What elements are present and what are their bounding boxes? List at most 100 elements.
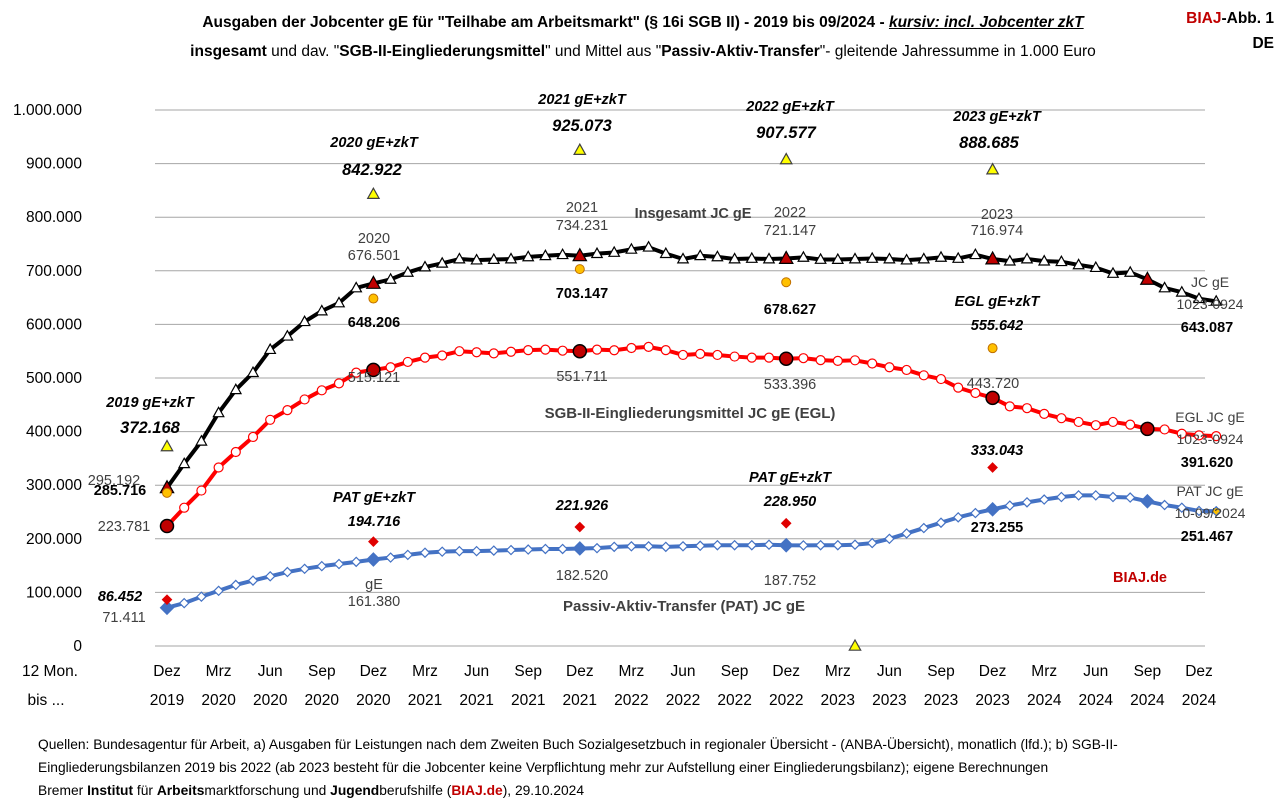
data-point	[848, 252, 862, 264]
data-point	[299, 563, 310, 575]
data-point	[762, 252, 776, 264]
data-point	[608, 541, 620, 553]
zkt-point	[162, 487, 172, 498]
data-point	[471, 347, 482, 358]
annotation-value: 551.711	[556, 369, 607, 385]
x-tick-label: Mrz	[1031, 663, 1057, 680]
data-point	[247, 431, 259, 443]
annotation-value: 273.255	[971, 520, 1023, 536]
zkt-value-label: 907.577	[756, 124, 816, 142]
data-point	[230, 579, 242, 591]
x-tick-label: Mrz	[825, 663, 851, 680]
data-point	[867, 358, 878, 369]
annotation-value: 71.411	[102, 610, 145, 626]
annotation-year: 2020	[358, 231, 390, 247]
data-point	[333, 378, 345, 389]
end-label: EGL JC gE	[1175, 409, 1245, 425]
y-tick-label: 200.000	[26, 531, 82, 548]
data-point	[1004, 500, 1016, 511]
x-tick-label: Sep	[721, 663, 749, 680]
annotation-year: 2022	[774, 205, 806, 221]
data-point	[366, 552, 381, 567]
data-point	[798, 353, 809, 364]
data-point	[178, 597, 190, 609]
data-point	[590, 246, 604, 259]
annotation-value: 161.380	[348, 594, 400, 610]
data-point	[540, 344, 551, 355]
data-point	[712, 349, 723, 361]
data-point	[849, 355, 861, 366]
data-point	[1209, 294, 1223, 306]
data-point	[195, 434, 208, 446]
data-point	[159, 518, 175, 534]
data-point	[659, 246, 673, 259]
line-chart: 0 100.000 200.000 300.000 400.000 500.000 600.…	[13, 92, 1246, 709]
zkt-value-label: 888.685	[959, 134, 1019, 152]
data-point	[247, 575, 259, 586]
subtitle-part: Passiv-Aktiv-Transfer	[661, 43, 820, 60]
data-point	[832, 355, 843, 366]
x-tick-label: Mrz	[618, 663, 644, 680]
source-line: Eingliederungsbilanzen 2019 bis 2022 (ab…	[38, 760, 1049, 775]
data-point	[1192, 291, 1206, 304]
x-tick-label: 2020	[305, 692, 340, 709]
x-axis-title: 12 Mon.	[22, 663, 78, 680]
x-tick-label: Dez	[360, 663, 388, 680]
data-point	[487, 252, 501, 264]
data-point	[265, 414, 276, 425]
x-tick-label: Mrz	[206, 663, 232, 680]
data-point	[1003, 254, 1017, 266]
data-point	[263, 342, 277, 355]
data-point	[607, 245, 621, 257]
data-point	[557, 543, 568, 555]
data-point	[984, 250, 1001, 265]
x-tick-label: Sep	[514, 663, 542, 680]
data-point	[1090, 420, 1101, 431]
x-tick-label: 2022	[769, 692, 803, 709]
data-point	[832, 539, 844, 551]
x-tick-label: 2024	[1182, 692, 1217, 709]
data-point	[643, 341, 654, 353]
data-point	[985, 390, 1000, 406]
data-point	[212, 406, 225, 418]
y-tick-label: 1.000.000	[13, 102, 82, 119]
data-point	[177, 457, 191, 469]
data-point	[1193, 505, 1205, 517]
x-axis-title: bis ...	[27, 692, 64, 709]
title-italic-note: kursiv: incl. Jobcenter zkT	[888, 14, 1084, 31]
data-point	[488, 348, 499, 359]
x-tick-label: 2019	[150, 692, 184, 709]
data-point	[557, 345, 568, 356]
source-notes: Quellen: Bundesagentur für Arbeit, a) Au…	[38, 733, 1268, 802]
data-point	[365, 275, 382, 289]
zkt-value-label: 703.147	[556, 286, 608, 302]
chart-title: Ausgaben der Jobcenter gE für "Teilhabe …	[0, 14, 1286, 32]
zkt-point	[161, 594, 173, 606]
data-point	[660, 345, 671, 356]
data-point	[746, 539, 758, 551]
annotation-value: 734.231	[556, 218, 608, 234]
zkt-value-label: 228.950	[763, 494, 816, 510]
data-point	[778, 537, 794, 553]
zkt-value-label: 555.642	[971, 318, 1023, 334]
data-point	[419, 547, 431, 559]
zkt-value-label: 842.922	[342, 161, 402, 179]
data-point	[419, 352, 431, 363]
data-point	[1175, 285, 1189, 297]
data-point	[694, 540, 706, 552]
data-point	[884, 362, 895, 373]
zkt-value-label: 221.926	[555, 498, 609, 514]
data-point	[282, 405, 293, 416]
data-point	[522, 544, 534, 555]
zkt-point	[987, 462, 998, 473]
zkt-point	[368, 293, 379, 304]
annotation-value: 443.720	[967, 376, 1019, 392]
y-tick-label: 900.000	[26, 156, 82, 173]
x-tick-label: 2024	[1130, 692, 1165, 709]
data-point	[213, 462, 224, 473]
data-point	[230, 446, 241, 458]
data-point	[1211, 430, 1222, 442]
data-point	[745, 251, 759, 263]
data-point	[1124, 492, 1136, 503]
